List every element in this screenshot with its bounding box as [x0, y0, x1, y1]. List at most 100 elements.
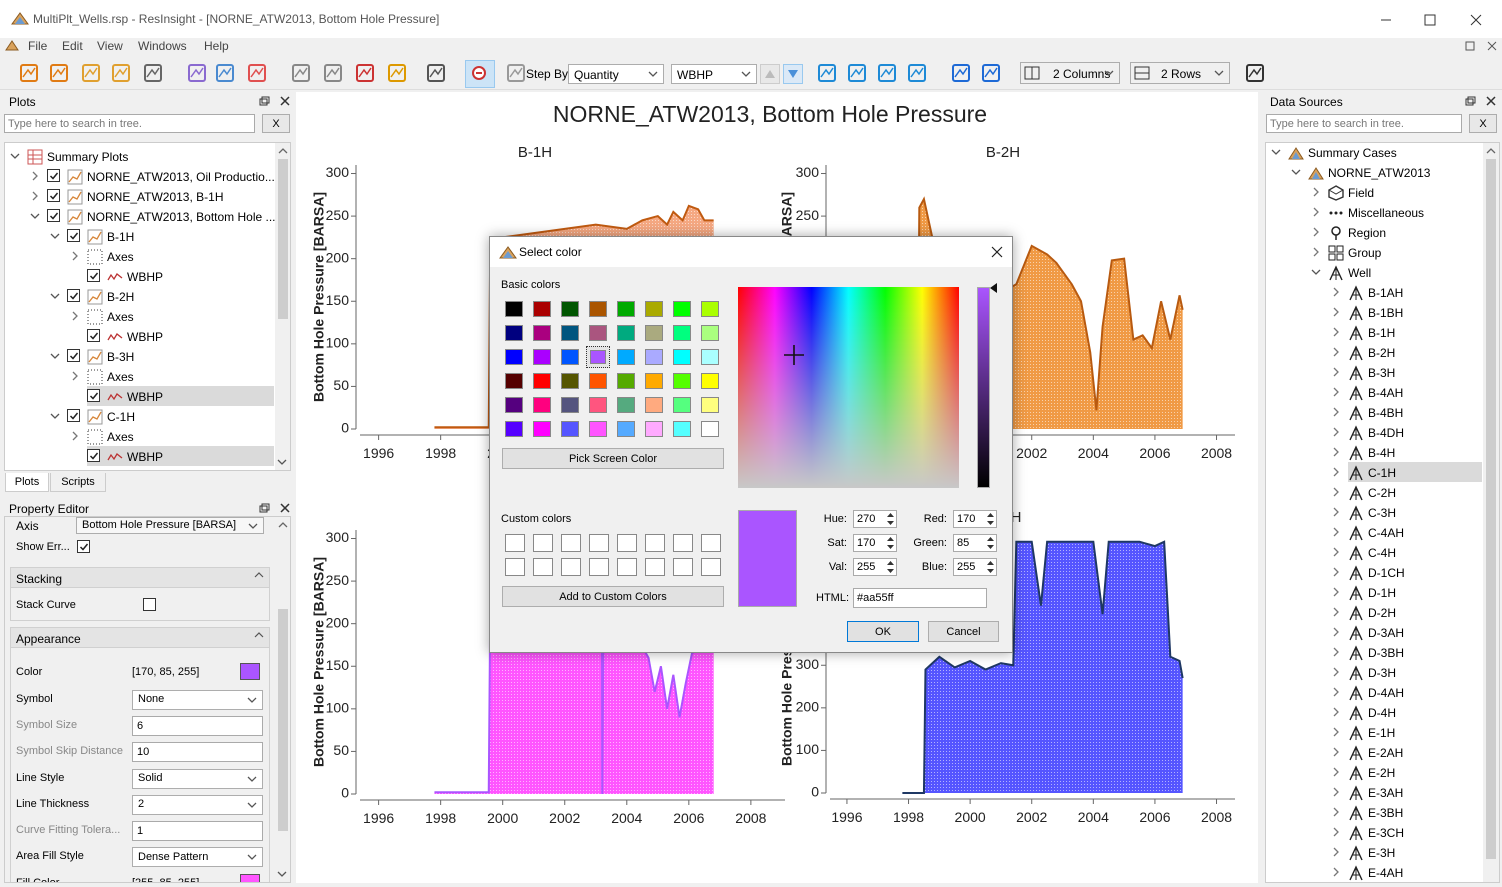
toolbar-button[interactable]: [246, 62, 268, 84]
basic-color-swatch[interactable]: [670, 418, 694, 440]
spin-box[interactable]: 255: [953, 558, 997, 576]
dock-close[interactable]: [1485, 95, 1497, 107]
toolbar-button[interactable]: [816, 62, 838, 84]
basic-color-swatch[interactable]: [698, 418, 722, 440]
custom-color-slot[interactable]: [561, 534, 581, 552]
basic-color-swatch[interactable]: [642, 298, 666, 320]
tree-label[interactable]: E-3BH: [1368, 806, 1404, 820]
basic-color-swatch[interactable]: [614, 394, 638, 416]
tree-label[interactable]: NORNE_ATW2013: [1328, 166, 1431, 180]
basic-color-swatch[interactable]: [642, 370, 666, 392]
tree-label[interactable]: C-1H: [1368, 466, 1397, 480]
tree-label[interactable]: Axes: [107, 430, 134, 444]
spin-box[interactable]: 170: [853, 534, 897, 552]
color-swatch[interactable]: [240, 663, 260, 681]
cancel-button[interactable]: Cancel: [928, 621, 999, 642]
tree-label[interactable]: B-3H: [107, 350, 135, 364]
tree-label[interactable]: Miscellaneous: [1348, 206, 1425, 220]
tree-label[interactable]: B-1H: [1368, 326, 1396, 340]
custom-color-slot[interactable]: [645, 534, 665, 552]
menu-item[interactable]: Edit: [62, 39, 83, 53]
custom-color-slot[interactable]: [673, 558, 693, 576]
tree-label[interactable]: C-3H: [1368, 506, 1397, 520]
custom-color-slot[interactable]: [701, 534, 721, 552]
tree-label[interactable]: NORNE_ATW2013, Bottom Hole ...: [87, 210, 276, 224]
quantity-combo[interactable]: WBHP: [671, 64, 757, 84]
group-header[interactable]: Stacking: [10, 567, 270, 588]
custom-color-slot[interactable]: [589, 558, 609, 576]
checkbox[interactable]: [143, 598, 156, 611]
tree-label[interactable]: B-4H: [1368, 446, 1396, 460]
menu-item[interactable]: View: [97, 39, 123, 53]
dock-tab[interactable]: Plots: [5, 473, 49, 492]
tree-label[interactable]: B-1H: [107, 230, 135, 244]
basic-color-swatch[interactable]: [558, 322, 582, 344]
custom-color-slot[interactable]: [589, 534, 609, 552]
combo[interactable]: Dense Pattern: [132, 847, 263, 868]
custom-color-slot[interactable]: [561, 558, 581, 576]
pick-screen-button[interactable]: Pick Screen Color: [502, 448, 724, 469]
tree-label[interactable]: WBHP: [127, 390, 163, 404]
custom-color-slot[interactable]: [533, 558, 553, 576]
next-button[interactable]: [783, 64, 803, 84]
basic-color-swatch[interactable]: [502, 346, 526, 368]
basic-color-swatch[interactable]: [670, 370, 694, 392]
toolbar-button[interactable]: [354, 62, 376, 84]
checkbox[interactable]: [67, 229, 80, 242]
rows-combo[interactable]: 2 Rows: [1130, 62, 1230, 84]
search-input[interactable]: Type here to search in tree.: [4, 114, 255, 133]
checkbox[interactable]: [47, 209, 60, 222]
tree-label[interactable]: C-4H: [1368, 546, 1397, 560]
tree-label[interactable]: E-2AH: [1368, 746, 1404, 760]
checkbox[interactable]: [67, 289, 80, 302]
columns-combo[interactable]: 2 Columns: [1020, 62, 1120, 84]
zoom-toggle[interactable]: [465, 60, 495, 88]
basic-color-swatch[interactable]: [698, 322, 722, 344]
spin-box[interactable]: 255: [853, 558, 897, 576]
basic-color-swatch[interactable]: [502, 370, 526, 392]
toolbar-button[interactable]: [425, 62, 447, 84]
tree-label[interactable]: D-1H: [1368, 586, 1397, 600]
tree-label[interactable]: NORNE_ATW2013, B-1H: [87, 190, 224, 204]
maximize-button[interactable]: [1422, 12, 1438, 28]
tree-label[interactable]: D-4H: [1368, 706, 1397, 720]
toolbar-button[interactable]: [214, 62, 236, 84]
dock-close[interactable]: [279, 502, 291, 514]
tree-label[interactable]: WBHP: [127, 450, 163, 464]
custom-color-slot[interactable]: [701, 558, 721, 576]
dock-float[interactable]: [1464, 95, 1476, 107]
tree-label[interactable]: Group: [1348, 246, 1382, 260]
tree-label[interactable]: C-2H: [1368, 486, 1397, 500]
tree-label[interactable]: E-3CH: [1368, 826, 1405, 840]
tree-label[interactable]: D-1CH: [1368, 566, 1405, 580]
combo[interactable]: None: [132, 689, 263, 710]
checkbox[interactable]: [87, 389, 100, 402]
color-swatch[interactable]: [240, 873, 260, 882]
checkbox[interactable]: [67, 409, 80, 422]
basic-color-swatch[interactable]: [530, 370, 554, 392]
tree-label[interactable]: WBHP: [127, 270, 163, 284]
basic-color-swatch[interactable]: [670, 394, 694, 416]
basic-color-swatch[interactable]: [558, 298, 582, 320]
spin-box[interactable]: 85: [953, 534, 997, 552]
tree-label[interactable]: E-1H: [1368, 726, 1396, 740]
dock-float[interactable]: [258, 95, 270, 107]
basic-color-swatch[interactable]: [558, 370, 582, 392]
tree-label[interactable]: B-1AH: [1368, 286, 1404, 300]
menu-item[interactable]: Windows: [138, 39, 187, 53]
add-custom-button[interactable]: Add to Custom Colors: [502, 586, 724, 607]
toolbar-button[interactable]: [80, 62, 102, 84]
basic-color-swatch[interactable]: [558, 418, 582, 440]
toolbar-button[interactable]: [142, 62, 164, 84]
toolbar-button[interactable]: [846, 62, 868, 84]
checkbox[interactable]: [87, 329, 100, 342]
custom-color-slot[interactable]: [617, 558, 637, 576]
checkbox[interactable]: [67, 349, 80, 362]
toolbar-button[interactable]: [322, 62, 344, 84]
basic-color-swatch[interactable]: [530, 418, 554, 440]
custom-color-slot[interactable]: [673, 534, 693, 552]
tree-label[interactable]: WBHP: [127, 330, 163, 344]
tree-label[interactable]: E-3AH: [1368, 786, 1404, 800]
basic-color-swatch[interactable]: [642, 394, 666, 416]
basic-color-swatch[interactable]: [530, 298, 554, 320]
